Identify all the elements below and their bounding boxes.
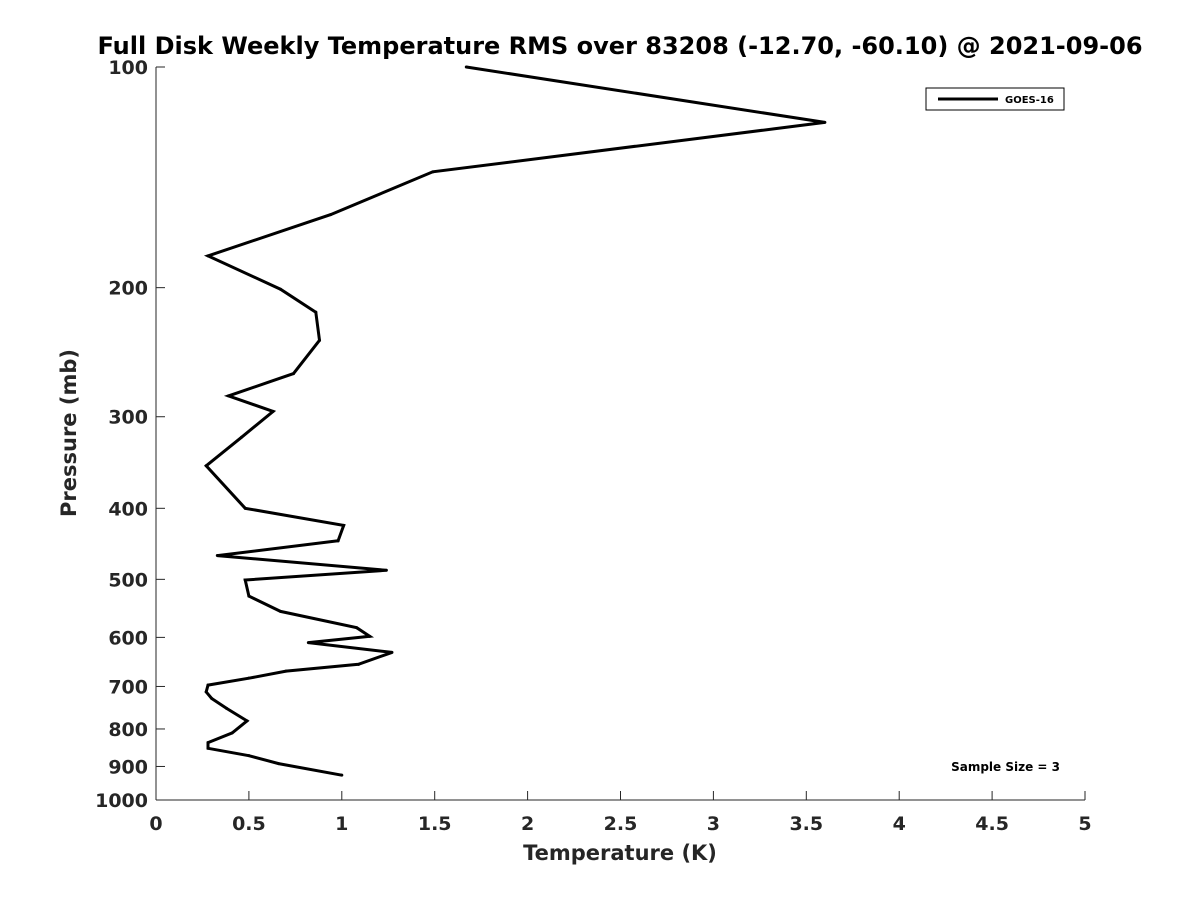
data-point <box>243 578 247 582</box>
data-point <box>278 287 282 291</box>
series-points <box>204 65 827 777</box>
x-tick-label: 3.5 <box>789 813 823 835</box>
data-point <box>247 594 251 598</box>
data-point <box>306 641 310 645</box>
data-point <box>243 506 247 510</box>
data-point <box>245 719 249 723</box>
data-point <box>329 213 333 217</box>
y-tick-label: 300 <box>108 407 148 429</box>
data-point <box>215 554 219 558</box>
data-point <box>284 669 288 673</box>
x-tick-label: 0 <box>149 813 162 835</box>
x-tick-label: 4 <box>893 813 906 835</box>
y-tick-label: 1000 <box>95 790 148 812</box>
x-tick-label: 1.5 <box>418 813 452 835</box>
data-point <box>368 634 372 638</box>
data-point <box>271 409 275 413</box>
x-tick-label: 3 <box>707 813 720 835</box>
data-point <box>823 120 827 124</box>
data-point <box>291 372 295 376</box>
x-tick-label: 4.5 <box>975 813 1009 835</box>
y-tick-label: 900 <box>108 756 148 778</box>
legend-entry-goes-16: GOES-16 <box>1005 95 1054 106</box>
legend: GOES-16 <box>925 87 1065 111</box>
data-point <box>384 568 388 572</box>
series-line-goes-16 <box>203 65 826 777</box>
y-tick-label: 500 <box>108 569 148 591</box>
y-tick-label: 600 <box>108 627 148 649</box>
y-tick-label: 700 <box>108 676 148 698</box>
x-axis-label: Temperature (K) <box>523 841 717 865</box>
sample-size-annotation: Sample Size = 3 <box>951 760 1060 774</box>
y-axis-label: Pressure (mb) <box>57 349 81 517</box>
data-point <box>278 609 282 613</box>
data-point <box>206 683 210 687</box>
x-tick-label: 2.5 <box>604 813 638 835</box>
x-tick-label: 0.5 <box>232 813 266 835</box>
data-point <box>390 650 394 654</box>
data-point <box>314 310 318 314</box>
data-point <box>336 539 340 543</box>
x-tick-label: 5 <box>1078 813 1091 835</box>
data-point <box>355 626 359 630</box>
x-tick-label: 2 <box>521 813 534 835</box>
data-point <box>357 662 361 666</box>
data-point <box>210 697 214 701</box>
y-ticks: 100 200 300 400 500 600 700 800 900 1000 <box>95 57 165 812</box>
y-tick-label: 100 <box>108 57 148 79</box>
data-point <box>342 523 346 527</box>
data-point <box>206 254 210 258</box>
data-point <box>464 65 468 69</box>
x-ticks: 0 0.5 1 1.5 2 2.5 3 3.5 4 4.5 5 <box>149 791 1092 835</box>
data-point <box>206 746 210 750</box>
data-point <box>431 170 435 174</box>
data-point <box>204 464 208 468</box>
chart-title: Full Disk Weekly Temperature RMS over 83… <box>97 32 1142 60</box>
data-point <box>230 731 234 735</box>
y-tick-label: 400 <box>108 498 148 520</box>
data-point <box>225 706 229 710</box>
data-point <box>247 676 251 680</box>
data-point <box>206 741 210 745</box>
y-tick-label: 200 <box>108 278 148 300</box>
data-point <box>226 394 230 398</box>
data-point <box>204 690 208 694</box>
axes: 0 0.5 1 1.5 2 2.5 3 3.5 4 4.5 5 100 200 300 400 500 600… <box>95 57 1092 835</box>
data-point <box>318 338 322 342</box>
data-point <box>340 773 344 777</box>
x-tick-label: 1 <box>335 813 348 835</box>
data-point <box>277 762 281 766</box>
data-point <box>239 435 243 439</box>
data-point <box>247 754 251 758</box>
y-tick-label: 800 <box>108 719 148 741</box>
